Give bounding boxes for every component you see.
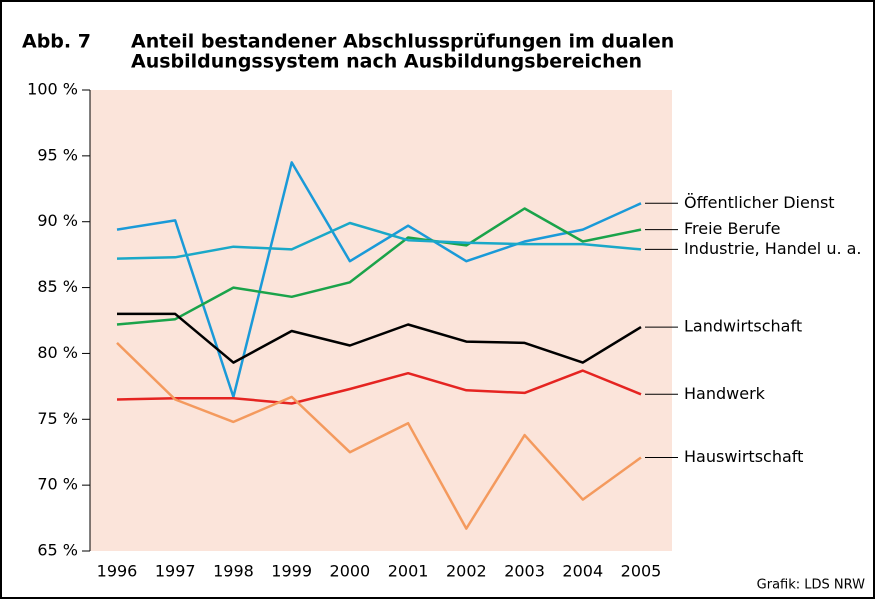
source: Grafik: LDS NRW: [757, 578, 865, 593]
series-label: Landwirtschaft: [684, 317, 802, 336]
figure-label: Abb. 7: [22, 31, 91, 53]
chart-title: Anteil bestandener Abschlussprüfungen im…: [131, 31, 674, 53]
series-label: Industrie, Handel u. a.: [684, 239, 862, 258]
y-tick-label: 85 %: [37, 277, 78, 296]
x-tick-label: 1999: [271, 562, 312, 581]
x-tick-label: 2004: [562, 562, 603, 581]
y-tick-label: 95 %: [37, 145, 78, 164]
y-tick-label: 100 %: [27, 80, 78, 99]
line: [116, 369, 642, 405]
chart-title: Ausbildungssystem nach Ausbildungsbereic…: [131, 51, 642, 73]
x-tick-label: 2003: [504, 562, 545, 581]
series-label: Freie Berufe: [684, 219, 781, 238]
line: [117, 312, 642, 364]
y-tick-label: 90 %: [37, 211, 78, 230]
y-tick-label: 70 %: [37, 475, 78, 494]
line: [116, 207, 642, 326]
line: [116, 161, 642, 399]
x-tick-label: 2001: [388, 562, 429, 581]
y-tick-label: 65 %: [37, 541, 78, 560]
line: [116, 221, 642, 260]
x-tick-label: 2000: [330, 562, 371, 581]
y-tick-label: 80 %: [37, 343, 78, 362]
x-tick-label: 2002: [446, 562, 487, 581]
plot-area: [90, 90, 672, 551]
x-tick-label: 1998: [213, 562, 254, 581]
series-label: Hauswirtschaft: [684, 447, 803, 466]
series-label: Öffentlicher Dienst: [684, 193, 835, 212]
y-tick-label: 75 %: [37, 409, 78, 428]
x-tick-label: 1997: [155, 562, 196, 581]
line: [116, 342, 642, 530]
x-tick-label: 1996: [97, 562, 138, 581]
x-tick-label: 2005: [621, 562, 662, 581]
series-label: Handwerk: [684, 384, 766, 403]
